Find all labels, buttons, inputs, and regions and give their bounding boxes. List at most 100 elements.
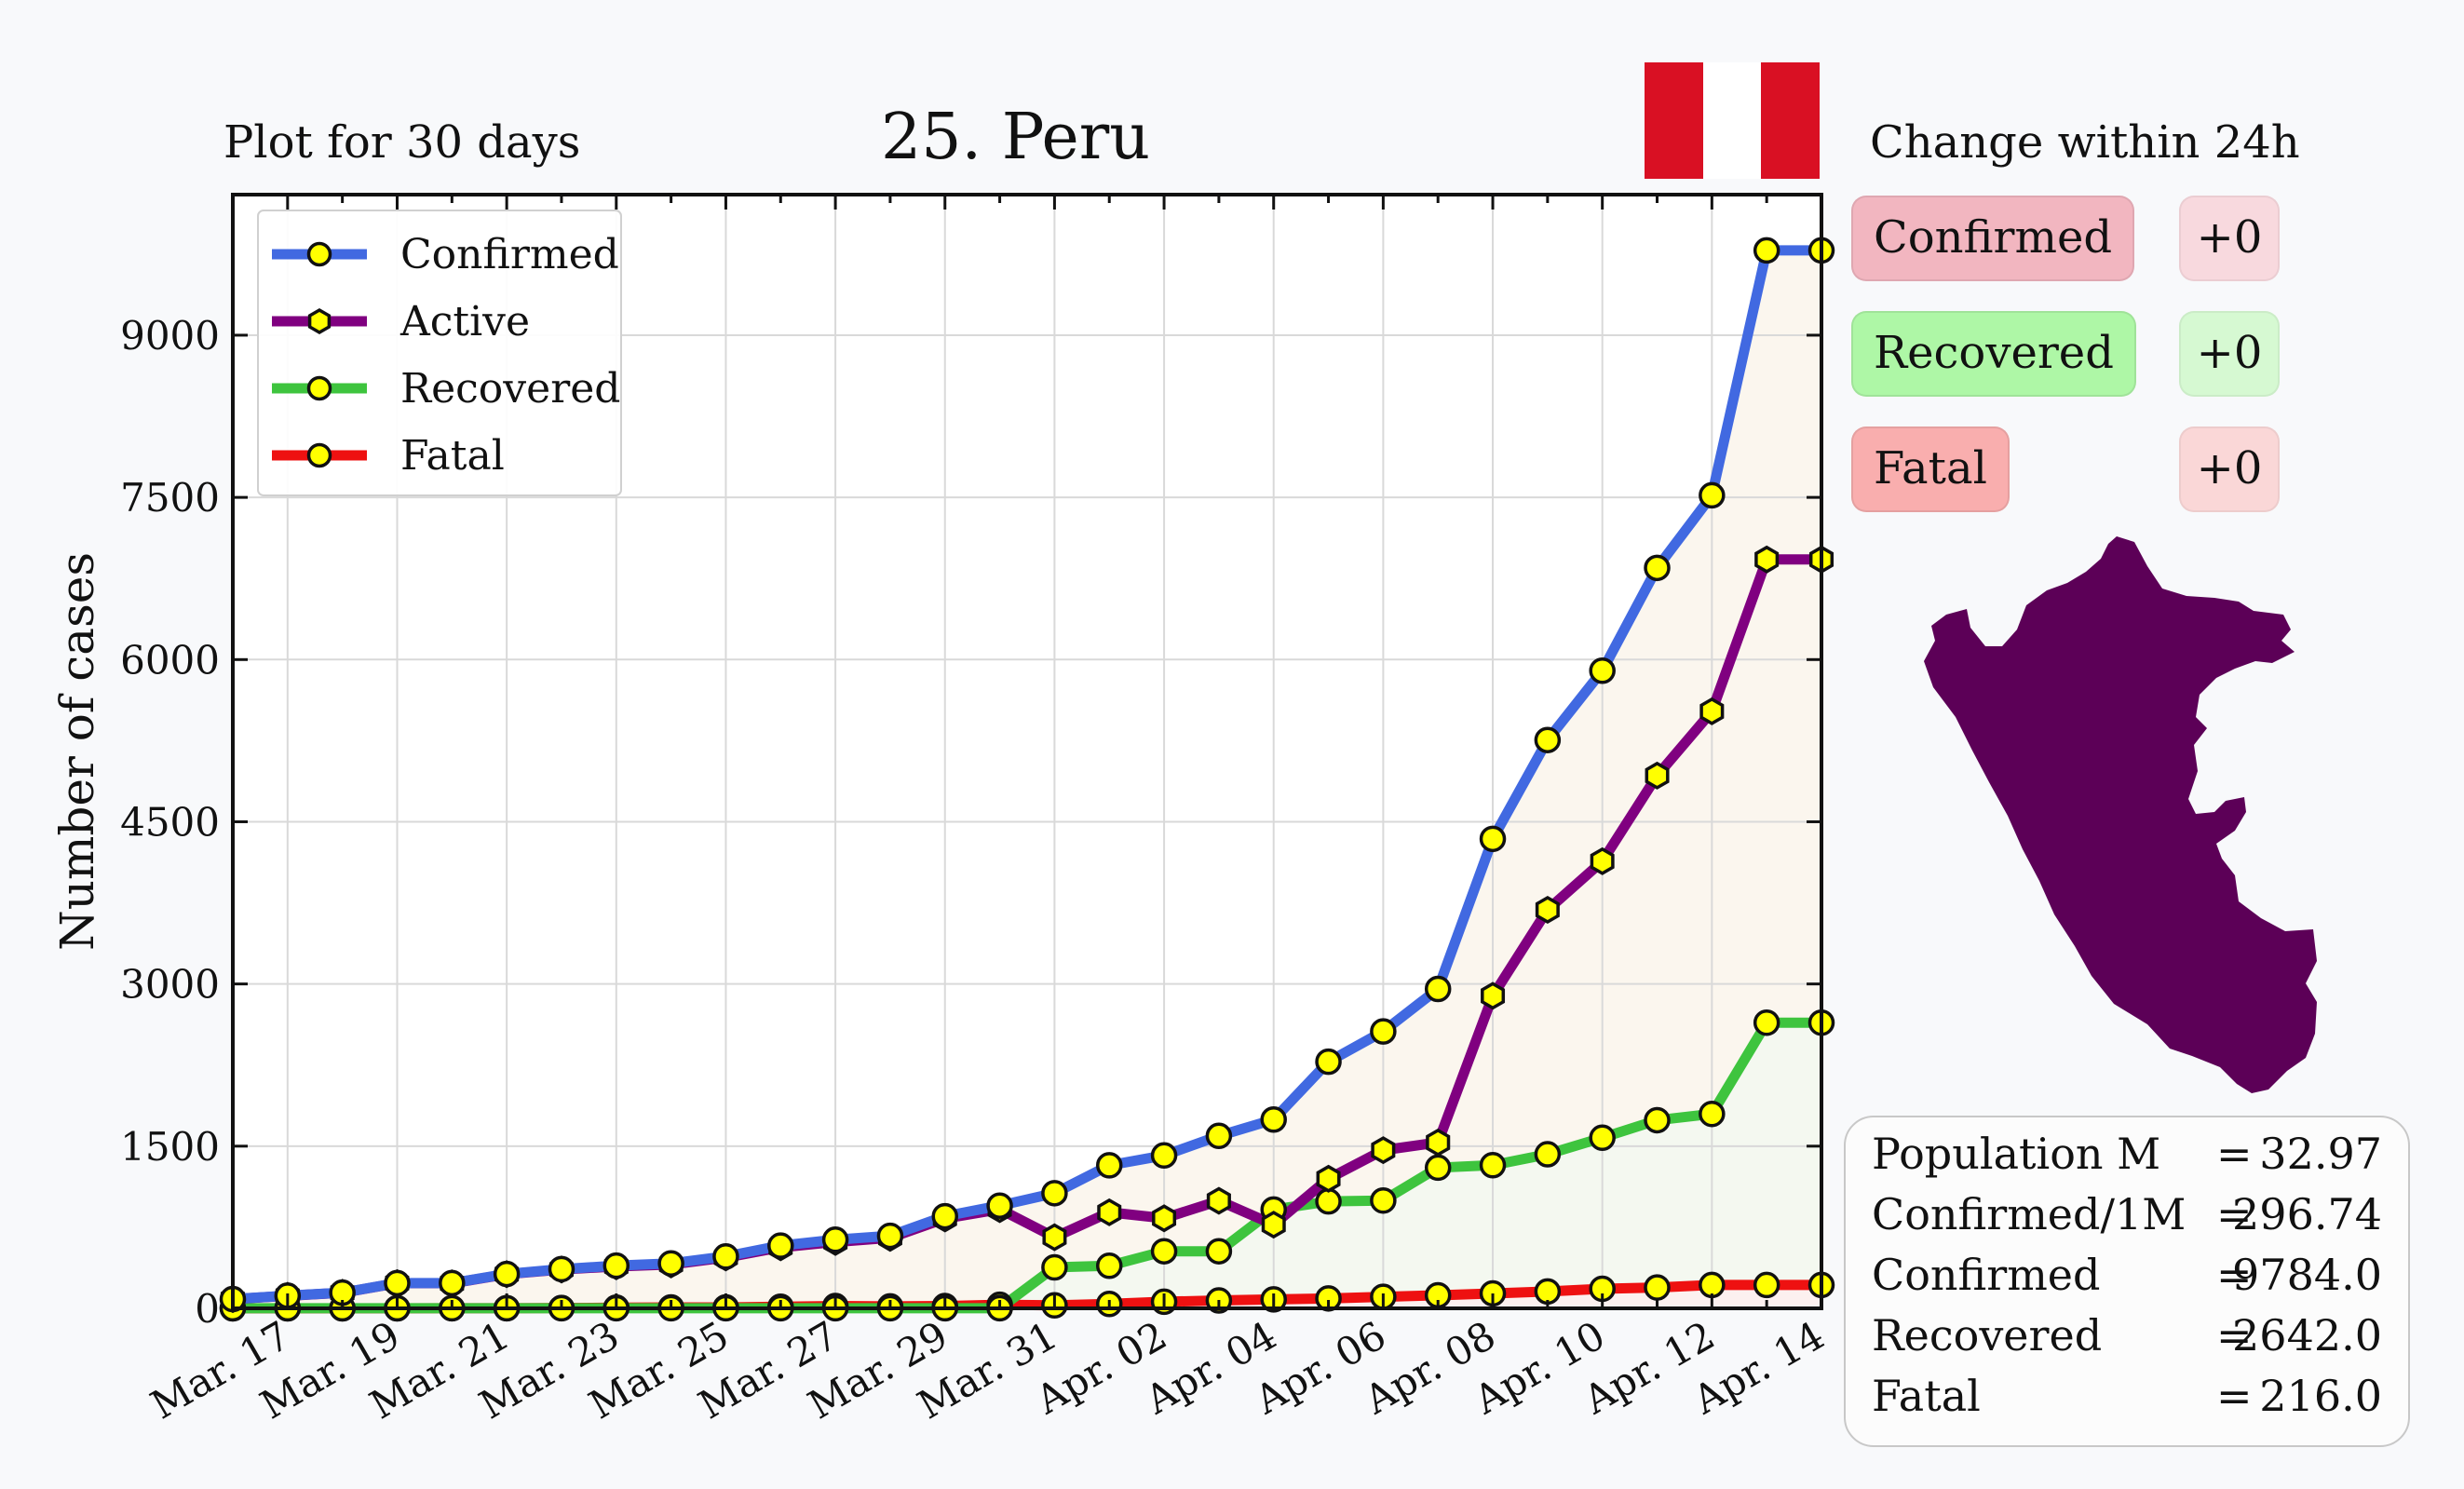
y-tick-label: 1500 bbox=[120, 1124, 220, 1170]
data-point-recovered bbox=[1041, 1253, 1068, 1281]
data-point-confirmed bbox=[657, 1250, 684, 1277]
stat-key: Population M bbox=[1872, 1129, 2161, 1179]
data-point-fatal bbox=[1644, 1274, 1671, 1301]
chart-title: 25. Peru bbox=[881, 101, 1150, 174]
data-point-recovered bbox=[1095, 1252, 1123, 1279]
stat-row-confirmed: Confirmed = 9784.0 bbox=[1872, 1250, 2382, 1309]
data-point-recovered bbox=[1205, 1238, 1233, 1265]
data-point-confirmed bbox=[821, 1226, 849, 1253]
stat-value: 2642.0 bbox=[2232, 1310, 2382, 1360]
change-delta-recovered: +0 bbox=[2179, 311, 2280, 397]
peru-map-icon bbox=[1924, 536, 2317, 1093]
change-chip-fatal: Fatal bbox=[1851, 426, 2010, 512]
legend: Confirmed Active Recovered Fatal bbox=[257, 210, 622, 496]
data-point-confirmed bbox=[1644, 554, 1671, 582]
stat-value: 9784.0 bbox=[2232, 1250, 2382, 1300]
stat-equals: = bbox=[2216, 1250, 2253, 1300]
data-point-recovered bbox=[1644, 1106, 1671, 1134]
stat-equals: = bbox=[2216, 1189, 2253, 1239]
legend-marker bbox=[306, 442, 332, 468]
legend-marker bbox=[306, 241, 332, 267]
stat-key: Confirmed bbox=[1872, 1250, 2101, 1300]
data-point-recovered bbox=[1315, 1187, 1342, 1215]
legend-label-fatal: Fatal bbox=[400, 432, 505, 480]
data-point-recovered bbox=[1753, 1008, 1780, 1036]
change-title: Change within 24h bbox=[1870, 116, 2300, 169]
legend-label-confirmed: Confirmed bbox=[400, 231, 619, 278]
data-point-confirmed bbox=[1041, 1180, 1068, 1207]
stat-key: Confirmed/1M bbox=[1872, 1189, 2186, 1239]
stat-value: 296.74 bbox=[2232, 1189, 2382, 1239]
data-point-confirmed bbox=[712, 1243, 739, 1270]
data-point-confirmed bbox=[1260, 1106, 1287, 1133]
data-point-active bbox=[1754, 545, 1780, 574]
stats-box: Population M = 32.97 Confirmed/1M = 296.… bbox=[1844, 1116, 2410, 1447]
data-point-active bbox=[1261, 1211, 1286, 1239]
change-delta-fatal: +0 bbox=[2179, 426, 2280, 512]
data-point-recovered bbox=[1479, 1152, 1507, 1179]
data-point-recovered bbox=[1424, 1154, 1452, 1182]
flag-stripe-left bbox=[1645, 62, 1703, 179]
data-point-confirmed bbox=[1370, 1018, 1397, 1045]
data-point-confirmed bbox=[1534, 726, 1562, 753]
data-point-confirmed bbox=[1205, 1122, 1233, 1150]
legend-label-recovered: Recovered bbox=[400, 365, 620, 413]
data-point-confirmed bbox=[876, 1222, 904, 1250]
stat-value: 216.0 bbox=[2259, 1371, 2382, 1421]
data-point-active bbox=[1645, 761, 1670, 790]
data-point-fatal bbox=[1753, 1271, 1780, 1299]
stat-value: 32.97 bbox=[2259, 1129, 2382, 1179]
data-point-recovered bbox=[1150, 1238, 1178, 1265]
data-point-confirmed bbox=[439, 1269, 466, 1297]
data-point-active bbox=[1590, 846, 1615, 875]
y-tick-label: 0 bbox=[195, 1286, 220, 1332]
data-point-active bbox=[1535, 895, 1560, 925]
data-point-active bbox=[1426, 1128, 1451, 1157]
data-point-active bbox=[1699, 697, 1725, 725]
data-point-fatal bbox=[1534, 1278, 1562, 1306]
data-point-active bbox=[1371, 1136, 1396, 1165]
legend-marker bbox=[306, 375, 332, 401]
data-point-active bbox=[1206, 1186, 1231, 1215]
data-point-confirmed bbox=[767, 1232, 794, 1259]
stat-key: Fatal bbox=[1872, 1371, 1981, 1421]
data-point-recovered bbox=[1699, 1100, 1726, 1128]
stat-row-confirmed-per-million: Confirmed/1M = 296.74 bbox=[1872, 1189, 2382, 1249]
data-point-active bbox=[1042, 1223, 1067, 1252]
data-point-confirmed bbox=[986, 1192, 1013, 1219]
stat-row-fatal: Fatal = 216.0 bbox=[1872, 1371, 2382, 1430]
data-point-confirmed bbox=[1315, 1048, 1342, 1076]
flag-stripe-right bbox=[1761, 62, 1821, 179]
stat-row-population: Population M = 32.97 bbox=[1872, 1129, 2382, 1188]
peru-map-shape bbox=[1924, 536, 2317, 1093]
axes-frame bbox=[231, 193, 1823, 1310]
data-point-confirmed bbox=[1424, 975, 1452, 1003]
stat-equals: = bbox=[2216, 1129, 2253, 1179]
stat-equals: = bbox=[2216, 1310, 2253, 1360]
legend-marker bbox=[307, 307, 332, 335]
y-tick-label: 6000 bbox=[120, 637, 220, 683]
data-point-confirmed bbox=[1095, 1152, 1123, 1179]
data-point-active bbox=[1316, 1164, 1341, 1193]
peru-flag bbox=[1645, 62, 1821, 179]
data-point-confirmed bbox=[1479, 825, 1507, 853]
legend-label-active: Active bbox=[399, 298, 530, 345]
data-point-confirmed bbox=[602, 1252, 630, 1279]
plot-days-label: Plot for 30 days bbox=[223, 116, 581, 169]
data-point-confirmed bbox=[1753, 237, 1780, 264]
y-tick-label: 3000 bbox=[120, 962, 220, 1008]
stat-key: Recovered bbox=[1872, 1310, 2103, 1360]
data-point-confirmed bbox=[548, 1255, 575, 1283]
change-chip-recovered: Recovered bbox=[1851, 311, 2136, 397]
data-point-confirmed bbox=[1699, 481, 1726, 509]
y-tick-label: 7500 bbox=[120, 475, 220, 521]
area-fill-fatal bbox=[233, 1284, 1821, 1308]
data-point-recovered bbox=[1370, 1186, 1397, 1214]
data-point-recovered bbox=[1589, 1124, 1616, 1152]
area-fill-recovered bbox=[233, 1022, 1821, 1308]
data-point-confirmed bbox=[931, 1202, 959, 1230]
legend-box bbox=[257, 210, 622, 496]
change-chip-confirmed: Confirmed bbox=[1851, 196, 2135, 281]
